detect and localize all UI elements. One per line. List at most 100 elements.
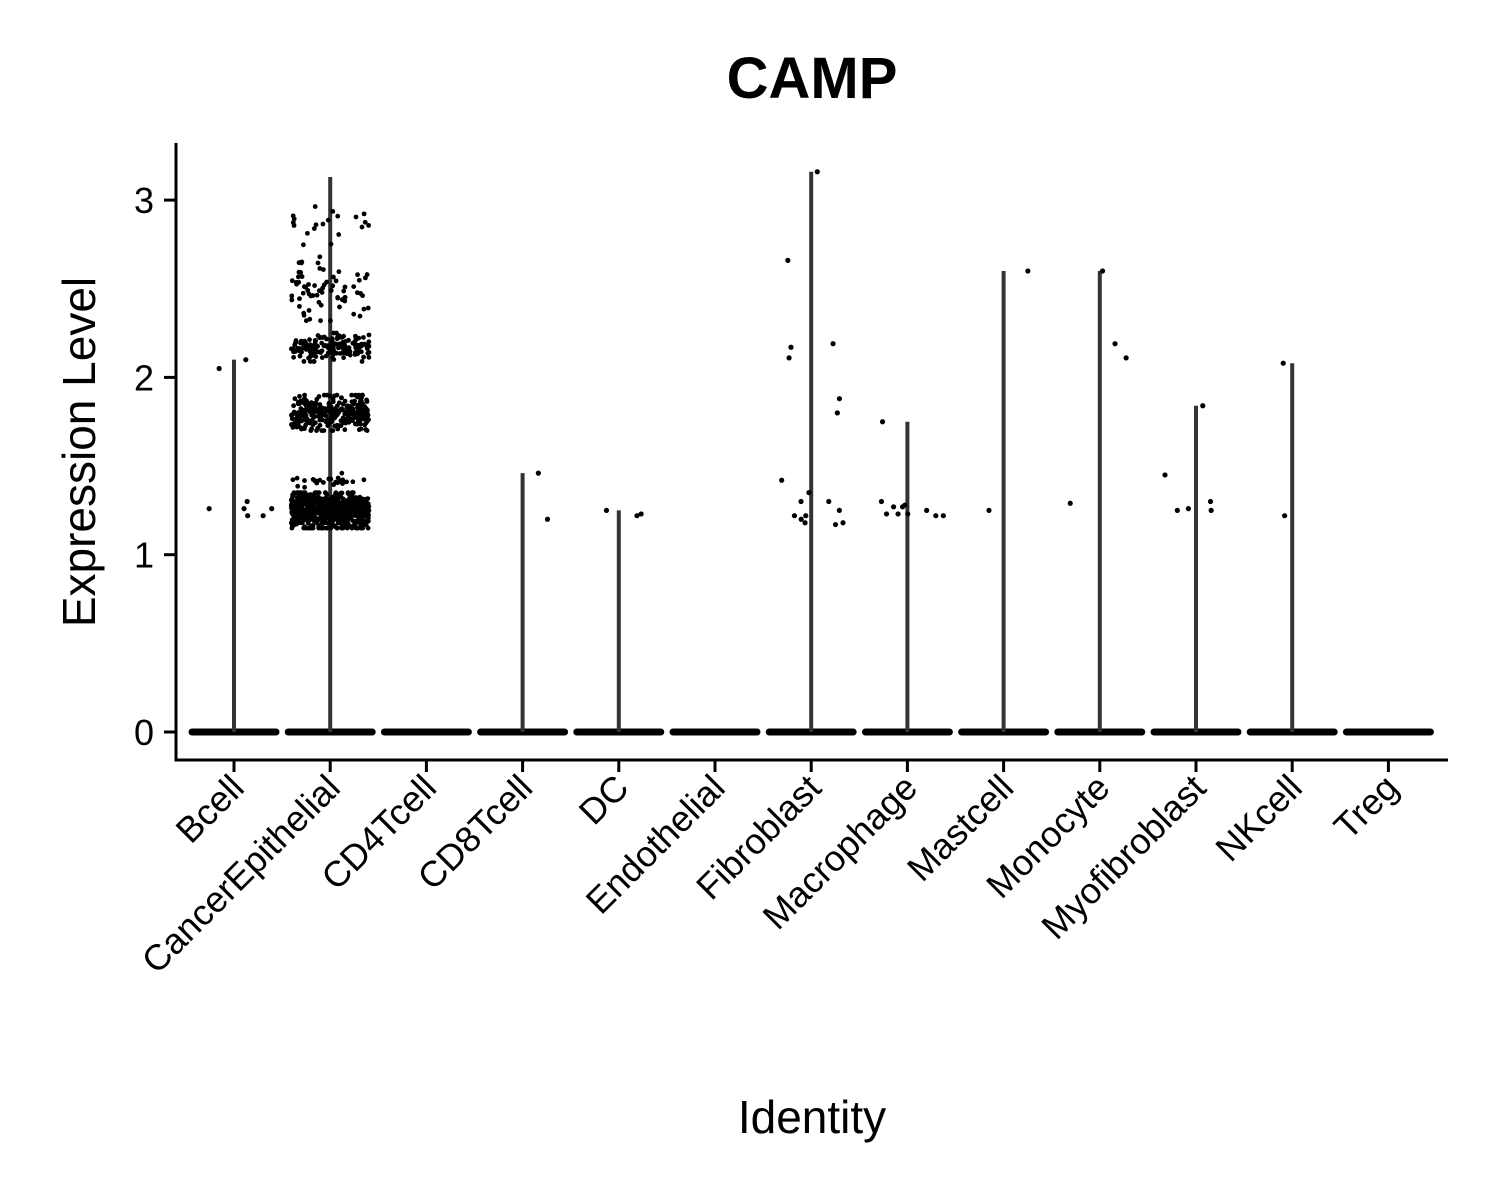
data-point (940, 513, 946, 519)
data-point (331, 346, 336, 352)
data-point (316, 490, 322, 496)
data-point (365, 496, 371, 502)
data-point (313, 515, 319, 521)
data-point (359, 413, 365, 419)
data-point (341, 355, 347, 361)
x-axis-title: Identity (738, 1091, 886, 1143)
data-point (788, 344, 794, 350)
data-point (301, 396, 307, 402)
data-point (337, 491, 343, 497)
data-point (330, 351, 336, 357)
data-point (314, 292, 320, 298)
data-point (331, 330, 337, 336)
data-point (340, 339, 346, 345)
data-point (834, 410, 840, 416)
data-point (321, 480, 326, 485)
data-point (317, 407, 323, 413)
data-point (336, 345, 341, 351)
data-point (309, 509, 314, 515)
data-point (330, 208, 336, 214)
data-point (349, 399, 355, 405)
data-point (342, 294, 348, 300)
data-point (312, 283, 317, 288)
data-point (289, 413, 294, 418)
data-point (304, 507, 310, 513)
data-point (638, 511, 644, 517)
data-point (341, 333, 347, 339)
data-point (798, 498, 804, 505)
data-point (345, 491, 351, 496)
data-point (791, 513, 798, 519)
data-point (297, 353, 303, 359)
data-point (342, 398, 348, 404)
data-point (806, 490, 812, 496)
data-point (779, 477, 785, 483)
data-point (289, 522, 295, 528)
data-point (803, 513, 809, 519)
data-point (318, 515, 324, 521)
data-point (1099, 268, 1106, 274)
data-point (814, 169, 820, 175)
data-point (323, 413, 329, 419)
data-point (1067, 500, 1073, 506)
data-point (340, 525, 346, 531)
data-point (340, 407, 345, 413)
data-point (302, 392, 308, 398)
data-point (314, 396, 320, 402)
data-point (357, 399, 363, 405)
data-point (297, 393, 302, 399)
data-point (335, 334, 340, 340)
data-point (339, 470, 345, 476)
data-point (326, 400, 332, 406)
data-point (343, 498, 349, 504)
data-point (347, 511, 353, 517)
data-point (291, 403, 297, 409)
data-point (356, 277, 362, 283)
data-point (330, 500, 336, 506)
data-point (297, 303, 302, 309)
data-point (309, 426, 314, 432)
data-point (1123, 355, 1129, 361)
data-point (301, 284, 307, 290)
data-point (634, 513, 640, 519)
data-point (883, 511, 890, 517)
data-point (244, 498, 250, 505)
data-point (986, 507, 992, 513)
data-point (339, 395, 344, 401)
data-point (366, 332, 372, 338)
data-point (357, 514, 363, 520)
data-point (310, 293, 316, 298)
data-point (358, 496, 364, 502)
data-point (358, 349, 364, 355)
data-point (288, 497, 294, 503)
data-point (365, 350, 371, 356)
data-point (341, 288, 347, 294)
data-point (366, 222, 371, 228)
data-point (299, 274, 305, 279)
data-point (323, 495, 329, 501)
data-point (243, 357, 249, 363)
data-point (345, 404, 351, 410)
data-point (324, 392, 330, 398)
data-point (326, 405, 332, 411)
data-point (310, 422, 316, 428)
x-tick-label-dc: DC (571, 767, 637, 833)
data-point (341, 505, 347, 511)
data-point (349, 490, 355, 496)
data-point (357, 313, 363, 319)
data-point (296, 502, 302, 508)
data-point (353, 336, 359, 342)
data-point (313, 354, 319, 359)
data-point (333, 479, 339, 485)
y-tick-label: 3 (134, 180, 154, 221)
data-point (335, 426, 341, 432)
data-point (353, 214, 359, 220)
data-point (296, 413, 302, 418)
data-point (308, 351, 314, 357)
data-point (292, 396, 298, 402)
data-point (352, 350, 358, 356)
data-point (216, 365, 222, 372)
data-point (289, 278, 295, 284)
data-point (362, 422, 368, 428)
